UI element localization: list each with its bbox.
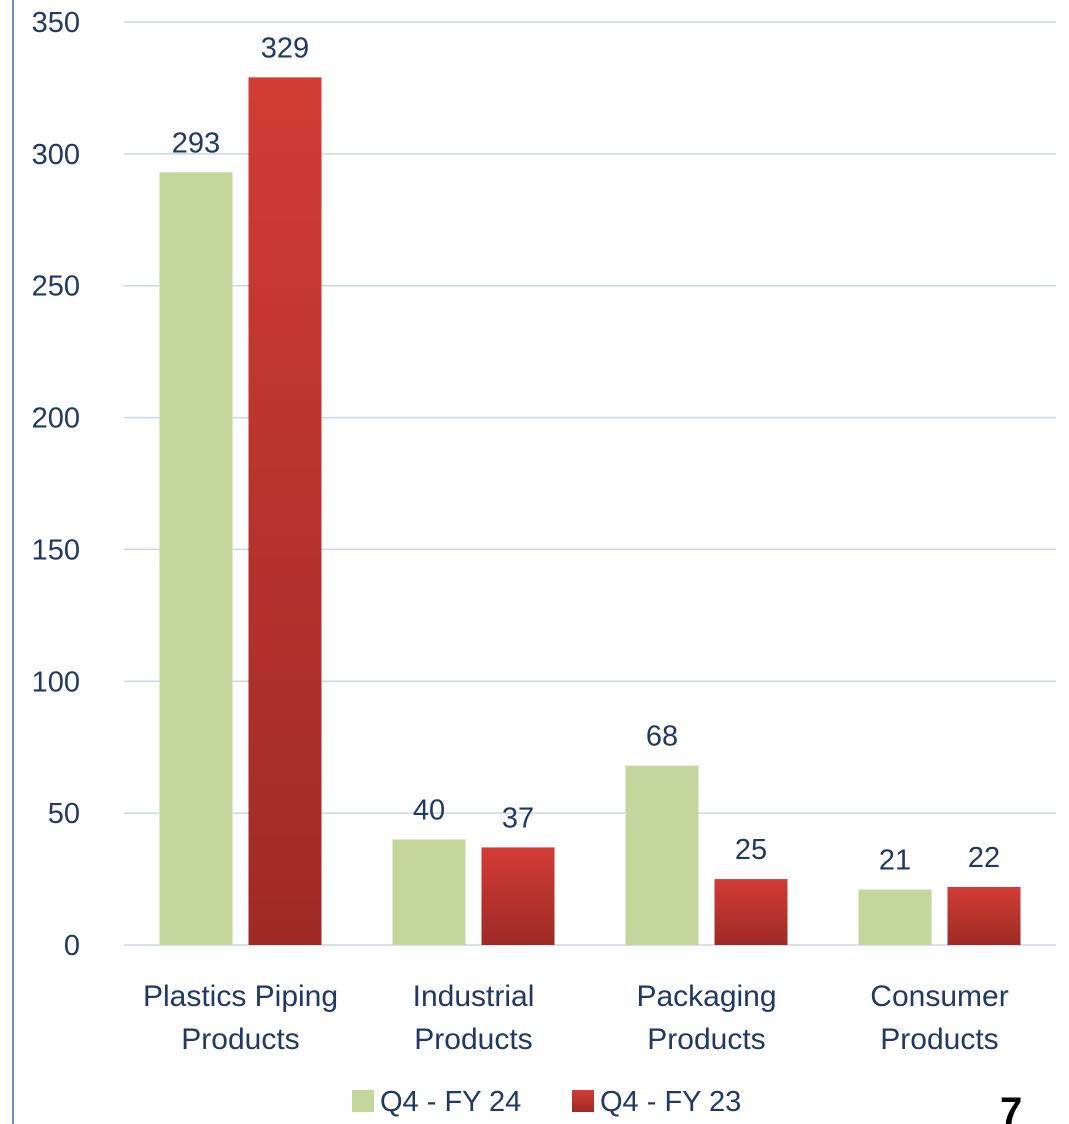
bar: [714, 879, 788, 945]
legend-label: Q4 - FY 23: [600, 1086, 741, 1118]
left-border-line: [12, 0, 14, 1124]
y-tick-label: 300: [32, 139, 80, 171]
legend-label: Q4 - FY 24: [380, 1086, 521, 1118]
category-label: Products: [181, 1023, 299, 1056]
y-tick-label: 0: [64, 930, 80, 962]
data-label: 329: [261, 32, 309, 64]
data-label: 22: [968, 842, 1000, 874]
category-label: Packaging: [636, 980, 776, 1013]
bar: [625, 765, 699, 945]
category-label: Consumer: [870, 980, 1008, 1013]
category-label: Products: [647, 1023, 765, 1056]
y-tick-label: 250: [32, 271, 80, 303]
y-tick-label: 350: [32, 7, 80, 39]
data-label: 40: [413, 795, 445, 827]
page-number: 7: [1000, 1090, 1023, 1124]
bar: [481, 847, 555, 945]
data-label: 21: [879, 845, 911, 877]
bar: [392, 839, 466, 945]
y-axis-tick-labels: 0 50 100 150 200 250 300 350: [32, 7, 80, 962]
category-label: Products: [880, 1023, 998, 1056]
y-tick-label: 150: [32, 534, 80, 566]
data-labels: 293 329 40 37 68 25 21 22: [172, 32, 1000, 876]
bar: [858, 889, 932, 945]
bar: [947, 886, 1021, 945]
legend: Q4 - FY 24 Q4 - FY 23: [352, 1086, 741, 1118]
data-label: 293: [172, 127, 220, 159]
y-tick-label: 200: [32, 403, 80, 435]
y-tick-label: 50: [48, 798, 80, 830]
bar: [248, 77, 322, 945]
category-label: Plastics Piping: [143, 980, 338, 1013]
bar: [159, 172, 233, 945]
y-tick-label: 100: [32, 666, 80, 698]
category-label: Products: [414, 1023, 532, 1056]
category-labels: Plastics Piping Products Industrial Product…: [143, 980, 1009, 1056]
legend-swatch: [352, 1090, 374, 1112]
data-label: 68: [646, 721, 678, 753]
data-label: 25: [735, 834, 767, 866]
bars: [159, 77, 1021, 945]
category-label: Industrial: [413, 980, 535, 1013]
legend-swatch: [572, 1090, 594, 1112]
data-label: 37: [502, 802, 534, 834]
